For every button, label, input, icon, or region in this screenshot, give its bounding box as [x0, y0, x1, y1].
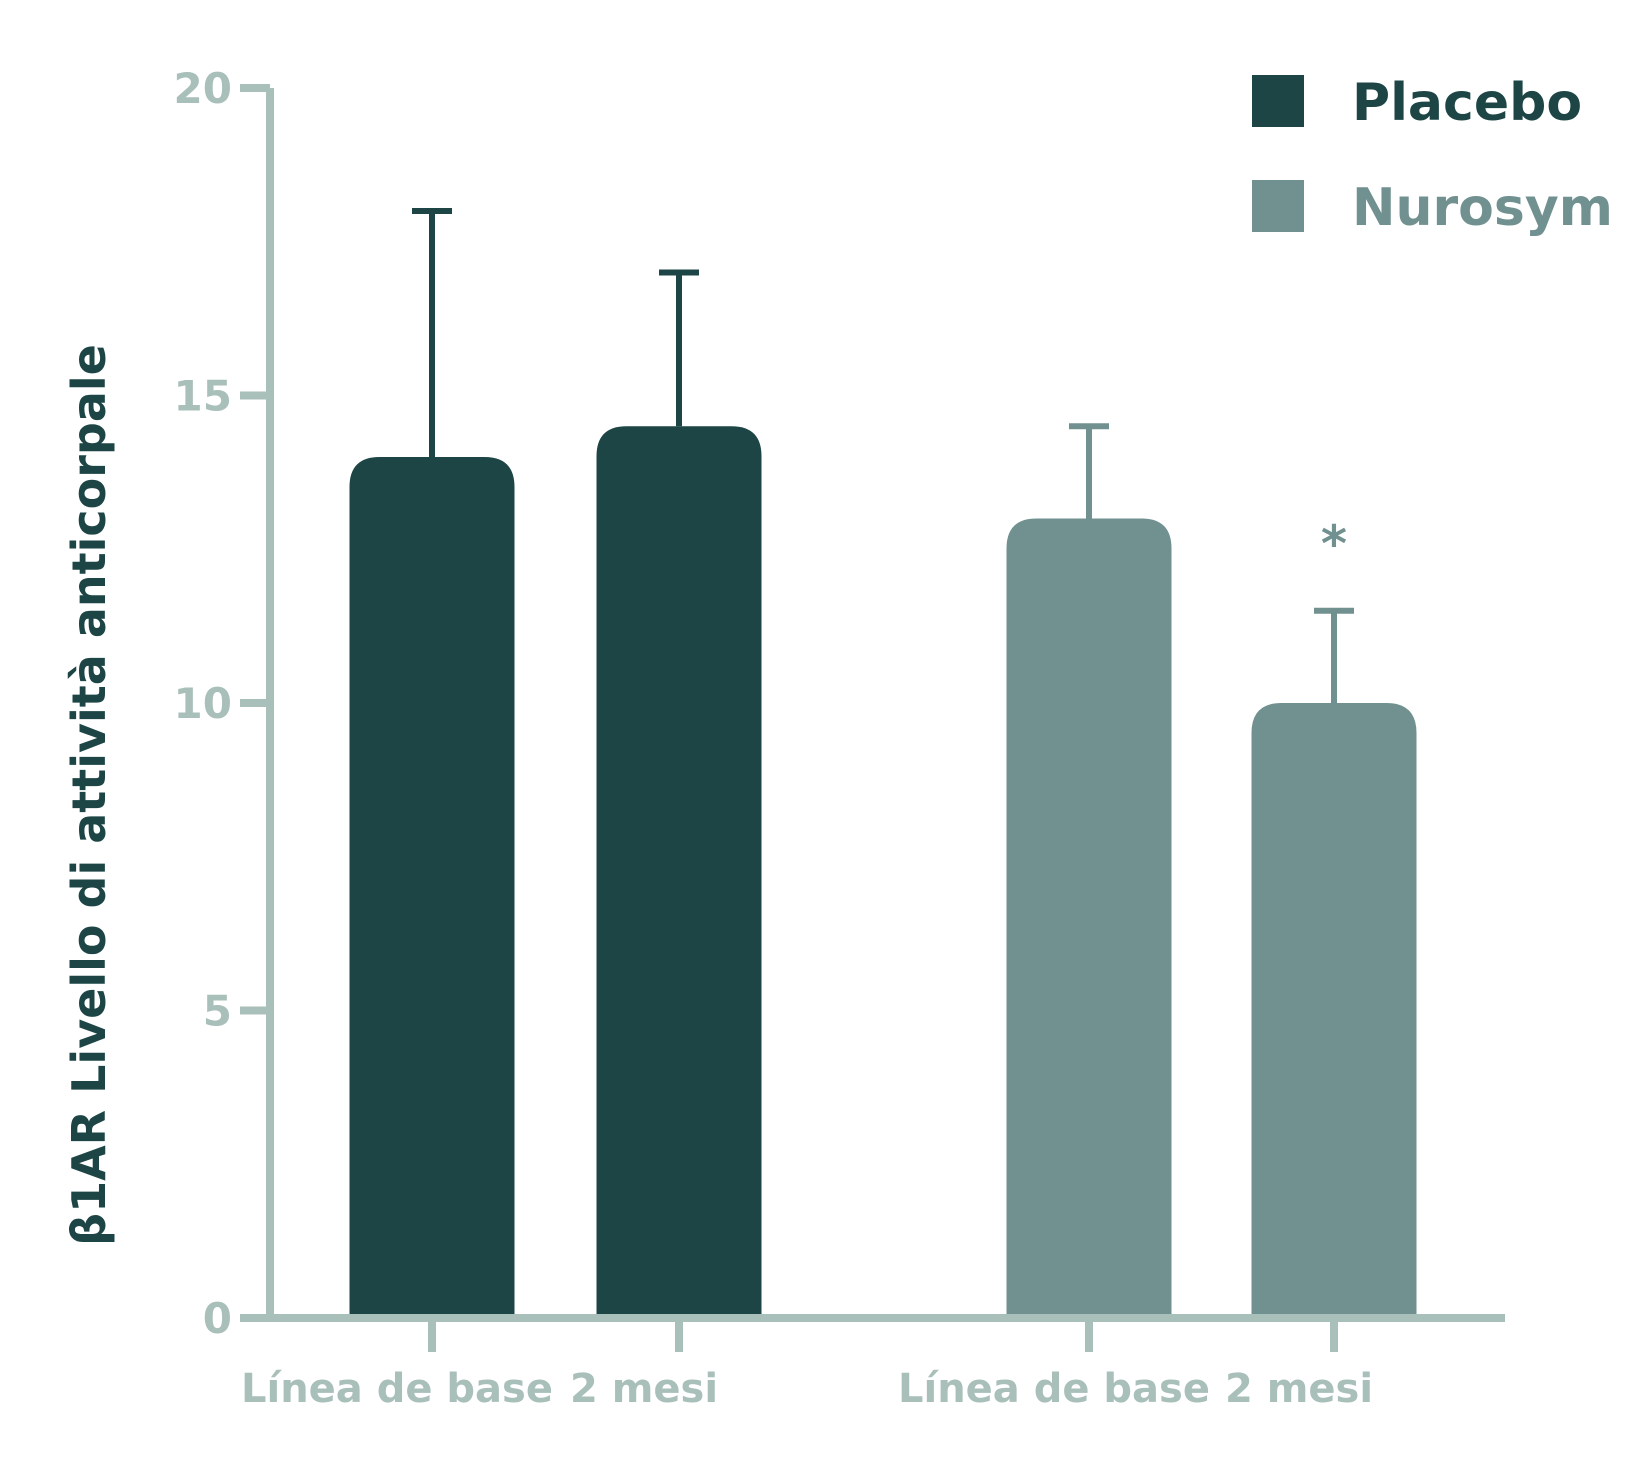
y-tick-label: 20: [174, 64, 232, 113]
legend-label: Placebo: [1352, 73, 1582, 133]
y-tick-label: 5: [203, 987, 232, 1036]
y-tick-label: 10: [174, 679, 232, 728]
y-tick-label: 15: [174, 372, 232, 421]
legend-swatch: [1252, 180, 1304, 232]
x-tick-label: Línea de base: [241, 1366, 553, 1412]
legend: Placebo Nurosym: [1252, 73, 1613, 238]
x-axis-ticks: Línea de base 2 mesi Línea de base 2 mesi: [241, 1322, 1373, 1412]
bars-layer: *: [349, 208, 1417, 1314]
x-tick-label: 2 mesi: [1225, 1366, 1373, 1412]
legend-label: Nurosym: [1352, 178, 1613, 238]
legend-swatch: [1252, 75, 1304, 127]
bar: [1251, 703, 1417, 1314]
bar: [349, 457, 515, 1314]
bar: [596, 426, 762, 1314]
y-axis-label: β1AR Livello di attività anticorpale: [62, 344, 116, 1246]
x-tick-label: 2 mesi: [570, 1366, 718, 1412]
significance-annotation: *: [1321, 515, 1347, 573]
bar: [1006, 518, 1172, 1314]
y-tick-label: 0: [203, 1294, 232, 1343]
x-tick-label: Línea de base: [898, 1366, 1210, 1412]
y-axis-ticks: 0 5 10 15 20: [174, 64, 270, 1343]
